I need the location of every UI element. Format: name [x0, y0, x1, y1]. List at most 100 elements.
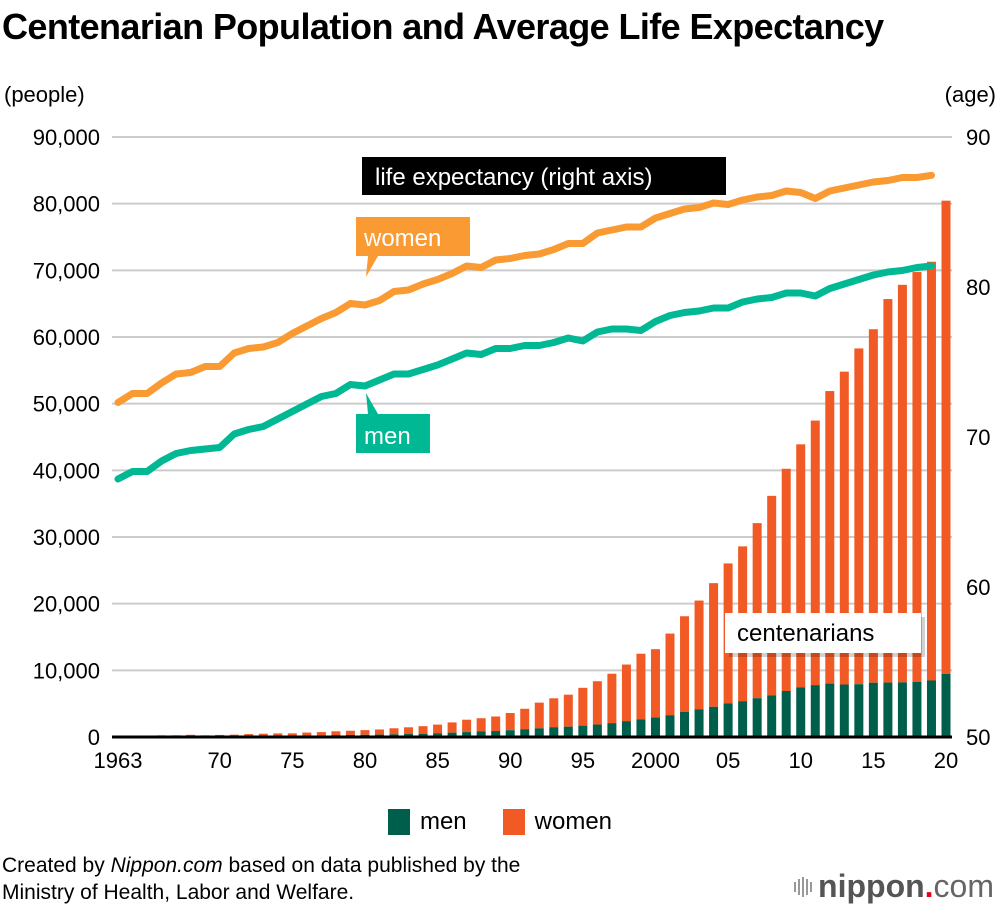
logo-tld: com	[933, 868, 994, 904]
bar-women-2017	[897, 284, 907, 683]
bar-women-1977	[316, 732, 326, 736]
legend-swatch-women	[502, 809, 525, 835]
left-tick-label: 80,000	[33, 192, 100, 217]
left-tick-label: 30,000	[33, 525, 100, 550]
bar-women-1999	[636, 653, 646, 720]
bar-women-1995	[578, 687, 588, 726]
bar-women-1997	[607, 673, 617, 724]
bar-men-2018	[912, 681, 922, 737]
bar-men-1995	[578, 725, 588, 737]
nippon-logo: nippon. com	[794, 868, 994, 905]
bar-women-2004	[709, 583, 719, 707]
right-tick-label: 60	[966, 575, 990, 600]
bar-men-2006	[738, 701, 748, 737]
bar-women-1976	[302, 732, 312, 736]
right-axis-ticks: 50 60 70 80 90	[966, 125, 990, 750]
bar-men-2013	[839, 684, 849, 737]
bar-men-1990	[505, 730, 515, 737]
bar-women-1971	[229, 734, 239, 737]
x-tick-label: 95	[571, 748, 595, 773]
bar-women-2018	[912, 272, 922, 682]
bar-women-2014	[854, 348, 864, 685]
men-label-pointer	[366, 393, 378, 414]
x-tick-label: 05	[716, 748, 740, 773]
logo-dot: .	[924, 868, 934, 904]
bar-women-2012	[825, 391, 835, 684]
left-tick-label: 10,000	[33, 658, 100, 683]
bar-men-2002	[680, 712, 690, 737]
bar-men-1993	[549, 727, 559, 737]
right-tick-label: 90	[966, 125, 990, 150]
bar-women-2007	[752, 523, 762, 699]
life-expectancy-label: life expectancy (right axis)	[375, 164, 652, 191]
bar-women-1978	[331, 731, 341, 736]
bar-women-1990	[505, 713, 515, 731]
x-tick-label: 1963	[94, 748, 143, 773]
source-prefix: Created by	[2, 854, 111, 877]
bar-men-2010	[796, 687, 806, 737]
bar-men-1994	[563, 726, 573, 737]
bar-men-2020	[941, 673, 951, 737]
bar-women-2001	[665, 633, 675, 716]
bar-women-2015	[868, 329, 878, 683]
bar-women-2000	[650, 649, 660, 718]
bar-women-1993	[549, 698, 559, 728]
left-tick-label: 50,000	[33, 392, 100, 417]
bar-women-1972	[244, 734, 254, 737]
bar-men-2005	[723, 703, 733, 737]
bar-men-1985	[433, 733, 443, 737]
x-axis-ticks: 1963 70 75 80 85 90 95 2000 05 10 15 20	[94, 748, 959, 773]
bar-women-1984	[418, 726, 428, 734]
x-tick-label: 10	[788, 748, 812, 773]
bar-men-1991	[520, 729, 530, 737]
bar-men-2015	[868, 682, 878, 737]
bar-men-1987	[462, 732, 472, 737]
annotations: life expectancy (right axis) women men cent…	[356, 157, 925, 657]
right-tick-label: 70	[966, 425, 990, 450]
legend: men women	[0, 808, 1000, 836]
bar-women-1982	[389, 728, 399, 735]
bar-men-1989	[491, 731, 501, 737]
bar-women-1974	[273, 733, 283, 736]
bar-men-2011	[810, 685, 820, 737]
bar-men-2016	[883, 682, 893, 737]
left-tick-label: 40,000	[33, 458, 100, 483]
right-tick-label: 80	[966, 275, 990, 300]
x-tick-label: 80	[353, 748, 377, 773]
centenarians-label-box	[725, 613, 921, 653]
legend-swatch-men	[387, 809, 410, 835]
bar-women-2003	[694, 600, 704, 710]
bar-men-2007	[752, 698, 762, 737]
bar-women-2009	[781, 468, 791, 691]
left-tick-label: 90,000	[33, 125, 100, 150]
legend-item-women: women	[502, 808, 612, 836]
x-tick-label: 20	[934, 748, 958, 773]
bar-women-1983	[404, 727, 414, 735]
bar-women-2008	[767, 495, 777, 696]
chart-canvas: 0 10,000 20,000 30,000 40,000 50,000 60,000 70,…	[33, 125, 991, 773]
bar-women-2011	[810, 420, 820, 686]
women-line-label: women	[363, 225, 441, 252]
logo-bars-icon	[794, 876, 813, 897]
bar-women-1996	[592, 681, 602, 725]
men-line-label-box	[356, 414, 430, 453]
bar-women-2020	[941, 200, 951, 674]
bar-men-2000	[650, 717, 660, 737]
left-tick-label: 0	[88, 725, 100, 750]
bar-women-2016	[883, 299, 893, 683]
bar-men-2003	[694, 709, 704, 737]
bar-women-2019	[926, 261, 936, 681]
women-line-label-box	[356, 217, 470, 256]
bar-women-1981	[374, 729, 384, 735]
bar-men-2017	[897, 682, 907, 737]
bar-women-1975	[287, 733, 297, 736]
bar-men-1986	[447, 732, 457, 737]
bar-men-1988	[476, 731, 486, 737]
legend-label-men: men	[419, 808, 467, 835]
bar-women-1979	[345, 730, 355, 735]
legend-item-men: men	[387, 808, 467, 836]
bar-men-1992	[534, 728, 544, 737]
women-label-pointer	[366, 256, 378, 277]
bar-men-1984	[418, 733, 428, 737]
bar-women-1991	[520, 708, 530, 730]
